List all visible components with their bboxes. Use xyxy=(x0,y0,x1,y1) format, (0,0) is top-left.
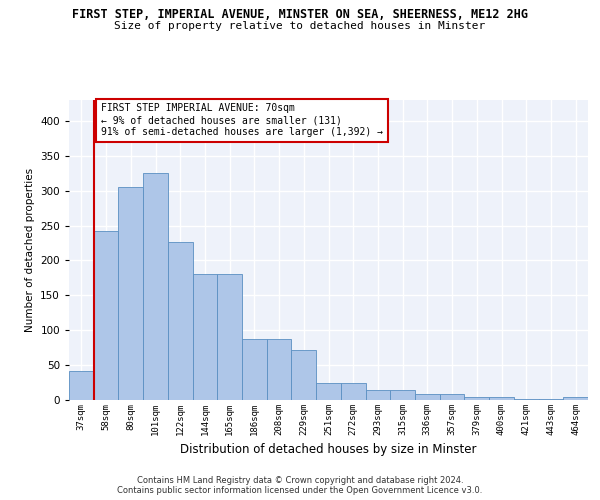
Bar xyxy=(390,390,415,400)
Text: Size of property relative to detached houses in Minster: Size of property relative to detached ho… xyxy=(115,21,485,31)
Bar xyxy=(489,397,514,400)
Bar xyxy=(514,398,539,400)
Y-axis label: Number of detached properties: Number of detached properties xyxy=(25,168,35,332)
Bar xyxy=(242,338,267,400)
Bar xyxy=(415,394,440,400)
Bar xyxy=(563,397,588,400)
Bar xyxy=(464,397,489,400)
Bar xyxy=(217,274,242,400)
Bar xyxy=(143,174,168,400)
Bar xyxy=(365,390,390,400)
Text: Contains HM Land Registry data © Crown copyright and database right 2024.: Contains HM Land Registry data © Crown c… xyxy=(137,476,463,485)
Text: Contains public sector information licensed under the Open Government Licence v3: Contains public sector information licen… xyxy=(118,486,482,495)
Bar xyxy=(539,398,563,400)
Text: FIRST STEP IMPERIAL AVENUE: 70sqm
← 9% of detached houses are smaller (131)
91% : FIRST STEP IMPERIAL AVENUE: 70sqm ← 9% o… xyxy=(101,104,383,136)
Bar xyxy=(292,350,316,400)
Bar xyxy=(440,394,464,400)
Bar xyxy=(193,274,217,400)
Bar xyxy=(94,231,118,400)
Bar xyxy=(69,370,94,400)
Text: FIRST STEP, IMPERIAL AVENUE, MINSTER ON SEA, SHEERNESS, ME12 2HG: FIRST STEP, IMPERIAL AVENUE, MINSTER ON … xyxy=(72,8,528,20)
Bar xyxy=(118,187,143,400)
Bar xyxy=(316,382,341,400)
Bar xyxy=(168,242,193,400)
Bar xyxy=(267,338,292,400)
Bar xyxy=(341,382,365,400)
X-axis label: Distribution of detached houses by size in Minster: Distribution of detached houses by size … xyxy=(180,444,477,456)
